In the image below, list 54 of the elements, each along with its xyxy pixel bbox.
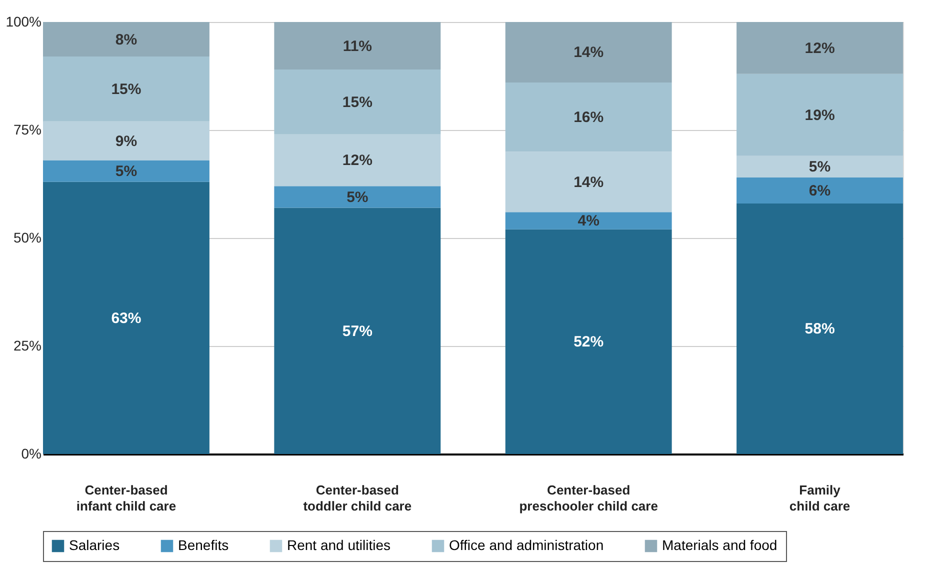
legend-label: Materials and food (662, 537, 778, 553)
bar (505, 82, 672, 152)
data-label: 11% (342, 38, 372, 55)
x-tick-label: Center-based preschooler child care (519, 482, 658, 514)
y-tick-label: 25% (13, 338, 42, 354)
x-tick-label: Center-based infant child care (76, 482, 176, 514)
bar (43, 182, 210, 454)
data-label: 14% (574, 174, 604, 191)
data-label: 5% (808, 158, 831, 176)
y-tick-label: 50% (13, 230, 42, 246)
data-label: 15% (111, 80, 142, 98)
bar (43, 160, 210, 182)
bar (736, 156, 903, 178)
data-label: 58% (804, 320, 835, 338)
legend-label: Office and administration (449, 537, 604, 553)
data-label: 15% (342, 94, 372, 111)
data-label: 12% (804, 40, 835, 57)
data-label: 6% (808, 182, 831, 200)
y-tick-label: 0% (21, 446, 42, 462)
bar (274, 22, 441, 70)
bar (736, 203, 903, 454)
legend-label: Benefits (178, 537, 229, 553)
data-label: 57% (342, 322, 372, 340)
data-label: 63% (111, 310, 142, 327)
data-label: 8% (115, 31, 138, 48)
bar (43, 22, 210, 57)
bar (43, 56, 210, 122)
data-label: 16% (574, 109, 604, 126)
bar (505, 152, 672, 212)
bar (43, 121, 210, 160)
bar (736, 178, 903, 204)
data-label: 14% (574, 44, 604, 62)
data-label: 12% (342, 152, 372, 170)
bar (274, 186, 441, 208)
data-label: 52% (574, 334, 604, 351)
bar (505, 212, 672, 230)
x-tick-label: Family child care (789, 482, 850, 514)
bar (505, 229, 672, 454)
data-label: 9% (115, 132, 138, 150)
y-tick-label: 100% (6, 14, 42, 30)
legend-label: Salaries (69, 537, 120, 553)
data-label: 19% (804, 106, 835, 124)
bar (274, 208, 441, 454)
data-label: 5% (346, 188, 368, 206)
y-tick-label: 75% (13, 122, 42, 138)
bar (736, 74, 903, 156)
bar (274, 134, 441, 186)
bar (274, 70, 441, 134)
data-label: 5% (115, 163, 138, 180)
bar (505, 22, 672, 82)
x-tick-label: Center-based toddler child care (303, 482, 412, 514)
bar (736, 22, 903, 74)
data-label: 4% (578, 212, 600, 230)
legend-label: Rent and utilities (287, 537, 391, 553)
